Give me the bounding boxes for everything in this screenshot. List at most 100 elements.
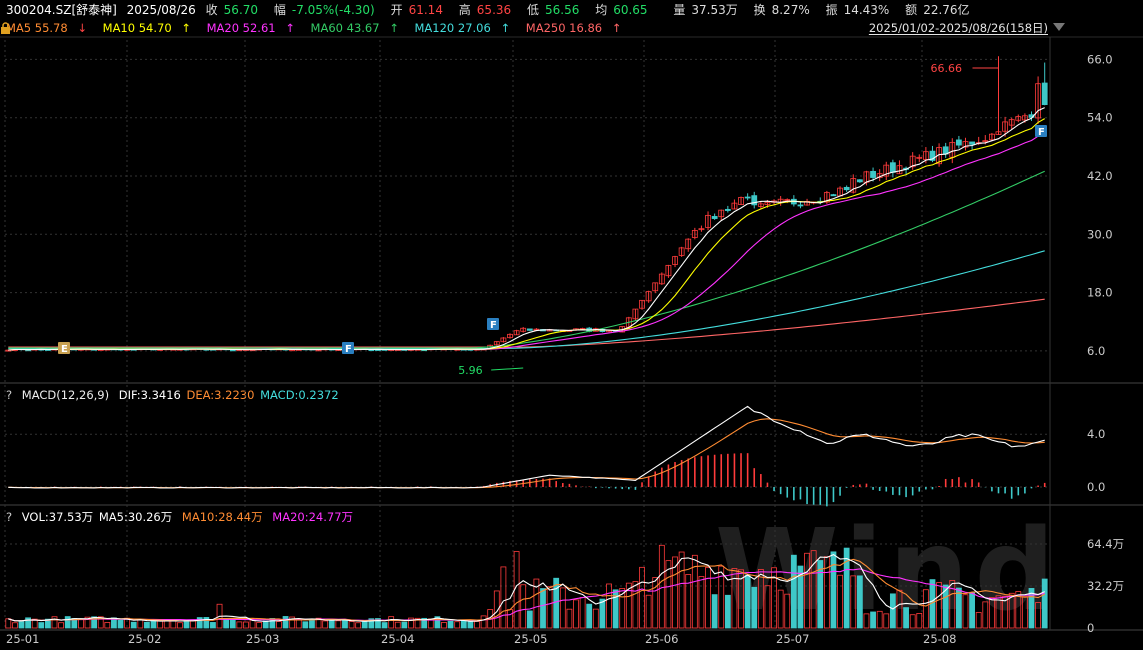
candle-body	[1035, 83, 1041, 119]
quote-header: 300204.SZ[舒泰神] 2025/08/26 收 56.70 幅 -7.05%…	[6, 2, 976, 18]
candle-body	[764, 201, 771, 205]
candle-body	[955, 139, 962, 146]
high-value: 65.36	[476, 3, 512, 17]
open-label: 开	[390, 3, 403, 17]
vol-bar	[64, 616, 71, 629]
vol-bar	[150, 620, 157, 629]
vol-value: 37.53万	[691, 3, 738, 17]
vol-bar	[619, 588, 626, 629]
vol-bar	[665, 560, 672, 629]
vol-bar	[84, 616, 91, 629]
vol-bar	[883, 613, 890, 629]
vol-bar	[5, 618, 12, 629]
vol-bar	[903, 607, 909, 629]
candle-body	[513, 330, 520, 336]
candle-body	[1015, 116, 1022, 121]
vol-bar	[936, 582, 942, 629]
vol-bar	[45, 618, 51, 629]
candle-body	[665, 264, 672, 277]
vol-bar	[91, 616, 98, 629]
dea-line	[8, 418, 1045, 489]
vol-bar	[757, 569, 764, 629]
event-badge-f	[1035, 125, 1047, 137]
vol-bar	[955, 587, 962, 629]
vol-bar	[751, 586, 758, 629]
help-icon[interactable]: ?	[6, 388, 13, 402]
vol-bar	[480, 615, 487, 629]
vol-bar	[876, 610, 883, 629]
vol-bar	[144, 621, 150, 629]
vol-bar	[507, 609, 513, 629]
turnover-value: 8.27%	[771, 3, 810, 17]
vol-bar	[117, 620, 124, 629]
lock-icon[interactable]	[0, 22, 11, 34]
ma-legend: MA5 55.78 ↓ MA10 54.70 ↑ MA20 52.61 ↑ MA…	[6, 20, 633, 36]
candle-body	[1002, 121, 1008, 132]
price-tick-label: 6.0	[1087, 344, 1105, 358]
vol-bar	[995, 595, 1002, 629]
candle-body	[672, 256, 678, 265]
vol-ma5-line	[8, 553, 1045, 623]
price-tick-label: 42.0	[1087, 169, 1113, 183]
vol-bar	[804, 552, 810, 629]
vol-bar	[243, 621, 249, 629]
avg-value: 60.65	[613, 3, 648, 17]
help-icon[interactable]: ?	[6, 510, 13, 524]
candle-body	[922, 151, 929, 160]
date-range-selector[interactable]: 2025/01/02-2025/08/26(158日)	[868, 21, 1048, 35]
candle-body	[645, 291, 652, 302]
vol-bar	[1008, 592, 1015, 629]
vol-bar	[25, 617, 32, 629]
event-badge-f	[487, 318, 499, 330]
vol-bar	[130, 621, 137, 629]
quote-date: 2025/08/26	[126, 3, 196, 17]
vol-bar	[1015, 591, 1022, 629]
close-value: 56.70	[223, 3, 259, 17]
vol-bar	[441, 621, 447, 629]
amplitude-value: 14.43%	[843, 3, 890, 17]
candle-body	[5, 349, 12, 352]
vol-bar	[889, 593, 896, 629]
vol-bar	[830, 551, 837, 629]
vol-bar	[421, 617, 428, 629]
chevron-down-icon[interactable]	[1053, 23, 1065, 31]
vol-bar	[586, 603, 593, 629]
high-marker-label: 66.66	[930, 62, 962, 75]
candle-body	[678, 247, 685, 256]
vol-bar	[658, 544, 665, 629]
vol-bar	[837, 574, 843, 629]
candle-body	[883, 164, 890, 177]
vol-bar	[652, 577, 659, 629]
vol-bar	[922, 589, 929, 629]
candle-body	[639, 299, 645, 309]
stock-code[interactable]: 300204.SZ[舒泰神]	[6, 3, 117, 17]
vol-bar	[909, 614, 916, 629]
price-tick-label: 18.0	[1087, 286, 1113, 300]
vol-bar	[632, 581, 639, 629]
close-label: 收	[205, 3, 218, 17]
vol-bar	[573, 599, 579, 629]
ma60-legend: MA60 43.67 ↑	[310, 21, 399, 35]
candle-body	[1021, 115, 1028, 121]
vol-bar	[249, 619, 256, 629]
price-tick-label: 30.0	[1087, 227, 1113, 241]
x-tick-label: 25-01	[6, 632, 39, 646]
vol-bar	[606, 583, 612, 629]
candle-body	[929, 150, 936, 161]
turnover-label: 换	[753, 3, 766, 17]
vol-bar	[592, 608, 599, 629]
x-tick-label: 25-02	[128, 632, 161, 646]
candle-body	[1008, 119, 1015, 126]
candle-body	[652, 282, 659, 292]
ma250-legend: MA250 16.86 ↑	[525, 21, 622, 35]
macd-header: ? MACD(12,26,9) DIF:3.3416 DEA:3.2230 MA…	[6, 387, 341, 403]
vol-bar	[599, 598, 606, 629]
event-badge-f-label: F	[1038, 127, 1045, 138]
candle-body	[705, 214, 711, 228]
ma120-legend: MA120 27.06 ↑	[414, 21, 511, 35]
vol-bar	[797, 565, 804, 629]
vol-bar	[896, 589, 903, 629]
vol-bar	[645, 594, 652, 629]
vol-ma10-line	[8, 558, 1045, 622]
